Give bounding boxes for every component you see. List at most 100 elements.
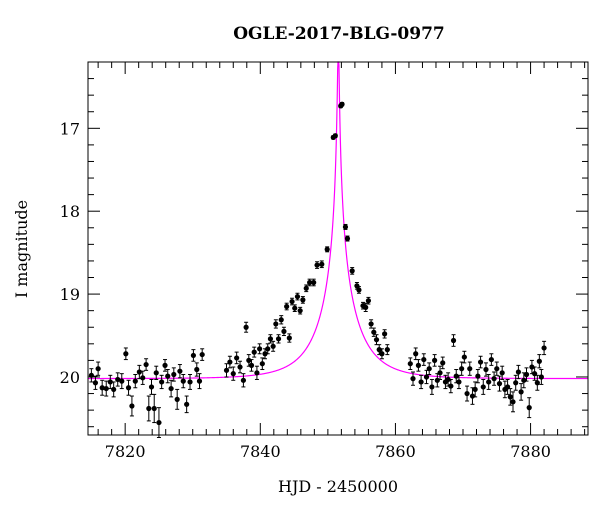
point-marker	[140, 375, 146, 381]
data-point	[259, 357, 265, 371]
data-point	[177, 364, 183, 379]
data-point	[119, 373, 125, 390]
point-marker	[234, 355, 240, 361]
data-point	[111, 381, 117, 398]
data-point	[472, 381, 478, 398]
data-point	[129, 395, 135, 417]
point-marker	[199, 351, 205, 358]
point-marker	[523, 371, 530, 378]
point-marker	[538, 374, 544, 380]
data-point	[529, 359, 535, 375]
data-point	[254, 365, 260, 380]
point-marker	[111, 386, 117, 393]
data-point	[88, 368, 94, 383]
data-point	[275, 334, 282, 344]
x-tick-label: 7840	[240, 442, 281, 461]
data-point	[534, 374, 540, 391]
data-point	[477, 355, 484, 369]
point-marker	[180, 378, 186, 384]
point-marker	[475, 373, 481, 379]
data-point	[499, 365, 505, 380]
data-point	[371, 327, 377, 337]
point-marker	[368, 321, 374, 327]
point-marker	[246, 357, 252, 363]
data-point	[486, 373, 492, 390]
point-marker	[510, 399, 516, 405]
data-point	[281, 326, 287, 337]
point-marker	[423, 374, 430, 380]
data-point	[199, 348, 205, 361]
y-axis-label: I magnitude	[12, 200, 31, 298]
point-marker	[259, 361, 265, 367]
point-marker	[132, 378, 138, 384]
data-point	[237, 360, 243, 374]
data-point	[180, 373, 186, 389]
point-marker	[365, 298, 372, 304]
point-marker	[410, 376, 416, 382]
point-marker	[494, 366, 500, 372]
point-marker	[536, 358, 542, 364]
data-point	[248, 359, 255, 372]
data-point	[99, 379, 105, 396]
y-tick-label: 19	[60, 285, 80, 304]
point-marker	[162, 362, 168, 368]
point-marker	[311, 279, 317, 286]
point-marker	[515, 369, 522, 375]
data-point	[115, 372, 121, 387]
x-tick-label: 7820	[105, 442, 146, 461]
data-point	[184, 395, 190, 414]
point-marker	[486, 379, 492, 385]
point-marker	[303, 285, 309, 291]
point-marker	[521, 377, 527, 383]
point-marker	[297, 308, 303, 314]
point-marker	[184, 401, 190, 407]
data-point	[421, 353, 427, 366]
data-point	[518, 383, 524, 401]
x-tick-label: 7880	[510, 442, 551, 461]
point-marker	[459, 366, 465, 372]
data-point	[165, 369, 171, 384]
data-point	[125, 379, 132, 396]
data-point	[491, 371, 497, 386]
data-point	[349, 267, 355, 275]
point-marker	[275, 336, 282, 342]
data-point	[418, 374, 424, 390]
data-point	[365, 296, 372, 305]
point-marker	[356, 287, 362, 293]
data-point	[523, 367, 530, 382]
point-marker	[344, 235, 351, 242]
data-point	[240, 373, 247, 388]
data-point	[488, 353, 494, 366]
data-point	[103, 380, 109, 397]
data-point	[440, 356, 446, 370]
point-marker	[450, 337, 457, 344]
data-point	[415, 359, 422, 372]
data-point	[148, 378, 155, 395]
data-point	[162, 359, 168, 372]
data-point	[187, 373, 193, 390]
data-point	[379, 348, 385, 360]
point-marker	[230, 371, 236, 377]
point-marker	[146, 405, 152, 412]
data-points	[88, 101, 547, 438]
point-marker	[243, 324, 249, 330]
data-point	[437, 365, 443, 380]
point-marker	[115, 376, 121, 383]
data-point	[515, 364, 522, 380]
point-marker	[541, 345, 547, 351]
data-point	[257, 343, 263, 355]
axis-ticks	[88, 61, 588, 435]
y-tick-label: 20	[60, 368, 80, 387]
point-marker	[143, 361, 149, 368]
point-marker	[159, 379, 165, 385]
data-point	[356, 286, 362, 294]
data-point	[190, 349, 197, 362]
data-point	[297, 306, 303, 315]
data-point	[382, 329, 388, 339]
data-point	[368, 319, 374, 329]
point-marker	[445, 376, 451, 383]
data-point	[270, 340, 276, 352]
point-marker	[499, 370, 505, 376]
point-marker	[171, 371, 177, 378]
point-marker	[453, 373, 459, 379]
